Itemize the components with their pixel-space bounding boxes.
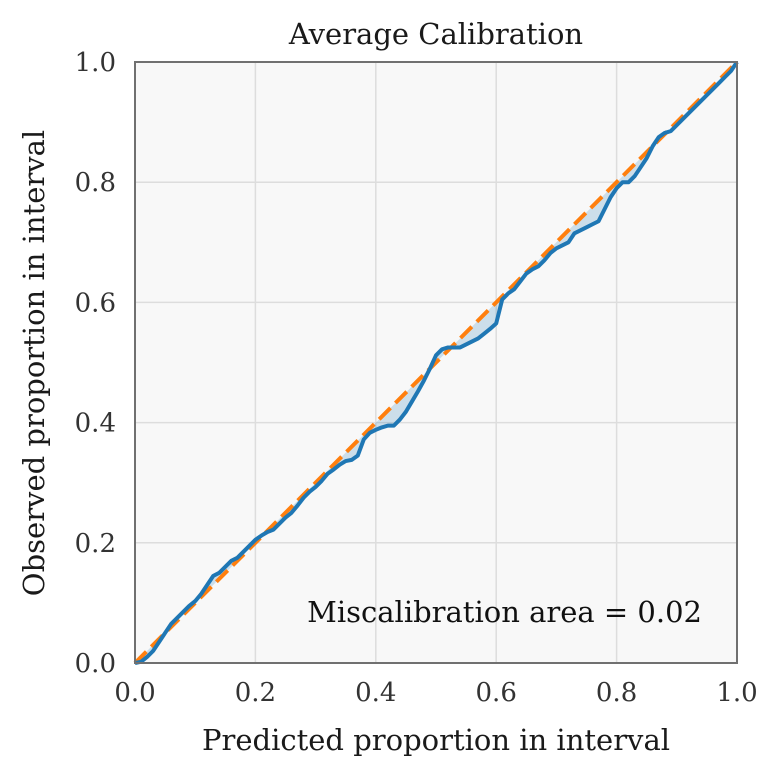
calibration-curve-line xyxy=(134,60,739,665)
x-tick-label: 0.0 xyxy=(114,678,155,708)
y-tick-label: 0.4 xyxy=(75,409,116,439)
x-axis-label: Predicted proportion in interval xyxy=(202,723,670,757)
y-tick-label: 0.2 xyxy=(75,529,116,559)
x-tick-labels: 0.0 0.2 0.4 0.6 0.8 1.0 xyxy=(114,678,757,708)
ideal-calibration-line xyxy=(133,60,739,665)
x-tick-label: 0.6 xyxy=(476,678,517,708)
x-tick-label: 1.0 xyxy=(716,678,757,708)
y-axis-label: Observed proportion in interval xyxy=(17,130,51,596)
y-tick-label: 0.6 xyxy=(75,288,116,318)
miscalibration-annotation: Miscalibration area = 0.02 xyxy=(307,595,702,629)
x-tick-label: 0.2 xyxy=(235,678,276,708)
y-tick-label: 0.0 xyxy=(75,649,116,679)
plot-frame xyxy=(134,61,738,664)
x-tick-label: 0.8 xyxy=(596,678,637,708)
chart-title: Average Calibration xyxy=(288,17,583,51)
y-tick-labels: 0.0 0.2 0.4 0.6 0.8 1.0 xyxy=(75,48,116,679)
y-tick-label: 1.0 xyxy=(75,48,116,78)
x-tick-label: 0.4 xyxy=(355,678,396,708)
y-tick-label: 0.8 xyxy=(75,168,116,198)
